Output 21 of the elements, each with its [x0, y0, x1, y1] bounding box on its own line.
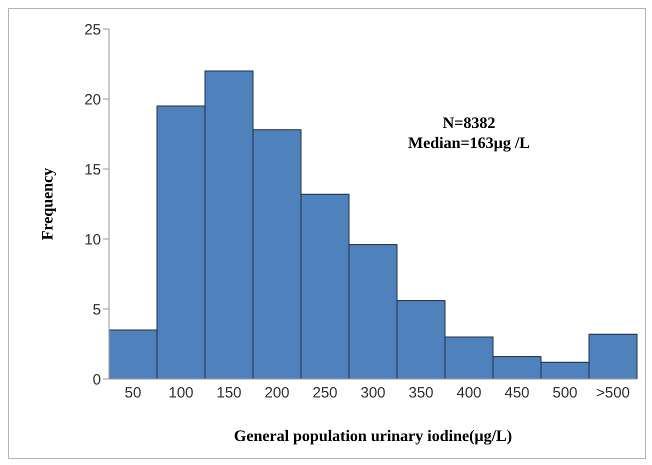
y-axis-title: Frequency	[40, 168, 57, 240]
x-tick-label: 250	[312, 384, 338, 402]
x-tick-label: 200	[264, 384, 290, 402]
y-tick-label: 0	[92, 371, 101, 388]
y-tick-label: 20	[84, 91, 101, 108]
x-tick-label: 50	[124, 384, 142, 402]
x-axis-title: General population urinary iodine(µg/L)	[234, 428, 512, 445]
annotation: Median=163µg /L	[407, 134, 531, 154]
y-tick-label: 25	[84, 21, 101, 38]
x-tick-label: 350	[408, 384, 434, 402]
annotation: N=8382	[442, 114, 496, 134]
x-tick-label: 450	[504, 384, 530, 402]
x-tick-label: 400	[456, 384, 482, 402]
y-tick-label: 10	[84, 231, 101, 248]
x-tick-label: 150	[216, 384, 242, 402]
x-tick-label: 100	[168, 384, 194, 402]
y-tick-label: 15	[84, 161, 101, 178]
x-tick-label: 500	[552, 384, 578, 402]
x-tick-label: >500	[596, 384, 630, 402]
x-tick-label: 300	[360, 384, 386, 402]
y-tick-label: 5	[92, 301, 101, 318]
